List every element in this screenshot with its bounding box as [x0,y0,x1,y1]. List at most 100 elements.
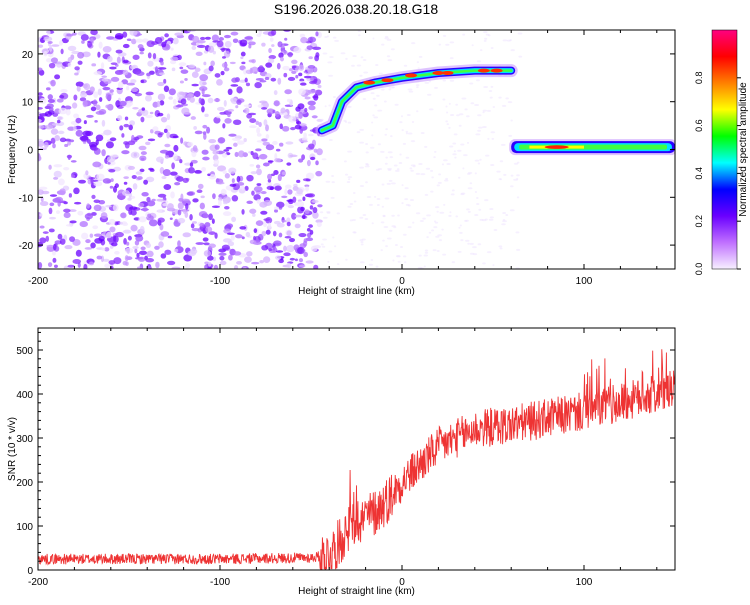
faint-blob [437,181,442,184]
noise-blob [91,212,97,216]
noise-blob [170,47,174,51]
noise-blob [179,80,184,84]
noise-blob [132,106,139,110]
noise-blob [219,260,227,266]
noise-blob [146,40,155,48]
noise-blob [208,243,217,249]
noise-blob [105,93,112,100]
faint-blob [426,236,429,239]
noise-blob [70,160,77,163]
noise-blob [98,41,103,49]
noise-blob [189,96,195,103]
noise-blob [270,77,277,82]
faint-blob [391,214,395,217]
colorbar-tick-label: 0.4 [694,167,704,180]
faint-blob [462,33,466,36]
noise-blob [139,225,145,234]
noise-blob [217,165,227,172]
noise-blob [81,232,89,240]
noise-blob [140,116,145,123]
noise-blob [145,114,153,119]
faint-blob [360,243,364,246]
noise-blob [52,143,56,149]
noise-blob [69,220,77,224]
faint-blob [449,57,454,60]
noise-blob [147,52,152,59]
noise-blob [77,51,85,59]
faint-blob [425,167,431,170]
noise-blob [135,235,144,242]
colorbar-label: Normalized spectral amplitude [738,82,749,217]
faint-blob [360,240,364,243]
noise-blob [115,231,124,238]
noise-blob [39,113,49,117]
noise-blob [59,188,66,196]
faint-blob [392,259,395,262]
noise-blob [216,79,223,86]
faint-blob [442,159,448,162]
noise-blob [280,107,286,114]
faint-blob [385,156,388,159]
noise-blob [156,100,161,108]
noise-blob [130,65,136,70]
faint-blob [331,175,334,178]
noise-blob [250,171,258,175]
noise-blob [93,71,103,76]
noise-blob [38,153,41,161]
faint-blob [458,113,464,116]
noise-blob [54,134,61,142]
noise-blob [301,136,308,142]
faint-blob [436,249,440,252]
faint-blob [434,150,437,153]
faint-blob [404,261,407,264]
noise-blob [202,156,210,161]
noise-blob [316,221,322,228]
noise-blob [307,133,314,137]
noise-blob [213,159,220,165]
noise-blob [210,60,215,67]
noise-blob [261,138,268,142]
faint-blob [455,215,459,218]
noise-blob [122,260,128,266]
faint-blob [365,163,369,166]
noise-blob [289,257,296,261]
noise-blob [92,225,99,230]
faint-blob [382,215,386,218]
noise-blob [258,65,264,70]
noise-blob [149,168,155,172]
noise-blob [211,34,220,42]
faint-blob [416,86,419,89]
noise-blob [195,242,205,245]
noise-blob [180,69,189,74]
noise-blob [158,241,164,248]
faint-blob [489,216,494,219]
noise-blob [199,222,205,227]
faint-blob [390,48,395,51]
noise-blob [284,235,292,239]
noise-blob [51,123,60,126]
noise-blob [56,210,61,214]
colorbar: 0.0 0.2 0.4 0.6 0.8 Normalized spectral ampli… [694,29,749,275]
noise-blob [67,62,72,68]
faint-blob [380,221,385,224]
noise-blob [38,189,44,195]
noise-blob [164,143,171,148]
noise-blob [161,176,167,180]
noise-blob [233,142,238,147]
noise-blob [111,242,118,247]
noise-blob [98,97,103,102]
noise-blob [193,126,197,130]
faint-blob [510,119,513,122]
faint-blob [407,226,412,229]
noise-blob [90,106,97,112]
noise-blob [102,45,112,53]
faint-blob [515,231,520,234]
faint-blob [513,162,519,165]
faint-blob [464,108,468,111]
faint-blob [492,105,496,108]
noise-blob [39,97,47,104]
noise-blob [312,211,319,219]
faint-blob [476,60,482,63]
y-tick-label: 200 [16,478,33,489]
noise-blob [145,94,152,102]
